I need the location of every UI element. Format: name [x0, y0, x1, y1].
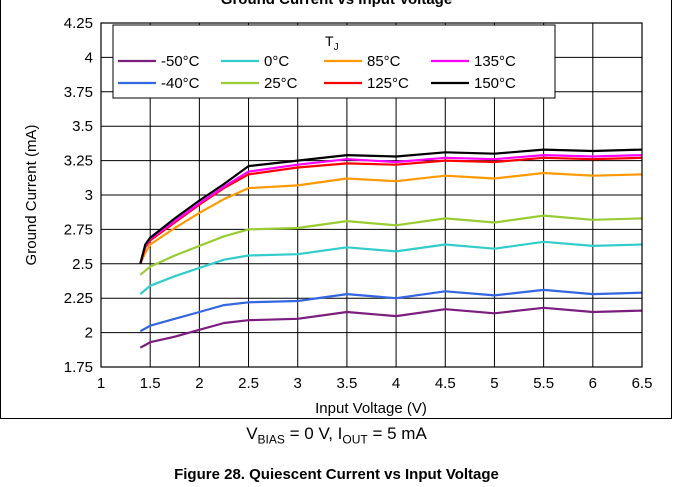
condition-i-value: = 5 mA [367, 424, 427, 443]
line-chart: 1 1.5 2 2.5 3 3.5 4 4.5 5 5.5 6 6.5 1.75 2 2.25 2.5 2.75… [23, 15, 653, 417]
y-tick-label: 2.75 [64, 221, 93, 238]
condition-i-subscript: OUT [342, 432, 368, 447]
series-line [139, 156, 643, 265]
series-line [139, 148, 643, 265]
y-tick-label: 2.25 [64, 290, 93, 307]
y-axis-title: Ground Current (mA) [23, 125, 40, 266]
legend-label: 150°C [474, 75, 516, 92]
legend-label: 85°C [367, 53, 401, 70]
figure-frame-left [0, 0, 1, 419]
series-line [139, 240, 643, 295]
x-tick-label: 5.5 [533, 375, 554, 392]
condition-i-symbol: I [337, 424, 343, 443]
y-tick-label: 4 [85, 49, 93, 66]
y-tick-label: 2 [85, 325, 93, 342]
y-tick-label: 2.5 [72, 256, 93, 273]
legend-label: 125°C [367, 75, 409, 92]
figure-frame-bottom [0, 418, 672, 419]
x-tick-label: 1.5 [140, 375, 161, 392]
x-tick-label: 6.5 [632, 375, 653, 392]
legend-label: 0°C [264, 53, 289, 70]
figure-frame-right [671, 0, 672, 419]
test-conditions: VBIAS = 0 V, IOUT = 5 mA [0, 424, 673, 446]
condition-v-value: = 0 V, [284, 424, 338, 443]
x-tick-label: 6 [589, 375, 597, 392]
legend-label: -50°C [161, 53, 200, 70]
x-tick-label: 2.5 [238, 375, 259, 392]
y-tick-label: 3 [85, 187, 93, 204]
x-tick-label: 2 [195, 375, 203, 392]
series-line [139, 288, 643, 333]
legend-label: 135°C [474, 53, 516, 70]
x-tick-label: 4 [392, 375, 400, 392]
figure-caption: Figure 28. Quiescent Current vs Input Vo… [174, 466, 499, 483]
series-line [139, 171, 643, 265]
condition-v-symbol: V [246, 424, 258, 443]
legend-label: -40°C [161, 75, 200, 92]
x-axis-title: Input Voltage (V) [315, 400, 427, 417]
y-tick-label: 3.75 [64, 84, 93, 101]
y-tick-label: 1.75 [64, 359, 93, 376]
series-line [139, 154, 643, 265]
series-line [139, 214, 643, 276]
plot-area-border [100, 22, 643, 368]
y-tick-label: 3.25 [64, 153, 93, 170]
y-tick-label: 3.5 [72, 118, 93, 135]
x-tick-label: 5 [490, 375, 498, 392]
x-tick-label: 1 [97, 375, 105, 392]
chart-title: Ground Current vs Input Voltage [0, 0, 673, 8]
series-line [139, 306, 643, 349]
condition-v-subscript: BIAS [257, 432, 285, 447]
x-tick-label: 4.5 [435, 375, 456, 392]
x-tick-label: 3 [294, 375, 302, 392]
y-tick-label: 4.25 [64, 15, 93, 32]
legend-label: 25°C [264, 75, 298, 92]
x-tick-label: 3.5 [336, 375, 357, 392]
